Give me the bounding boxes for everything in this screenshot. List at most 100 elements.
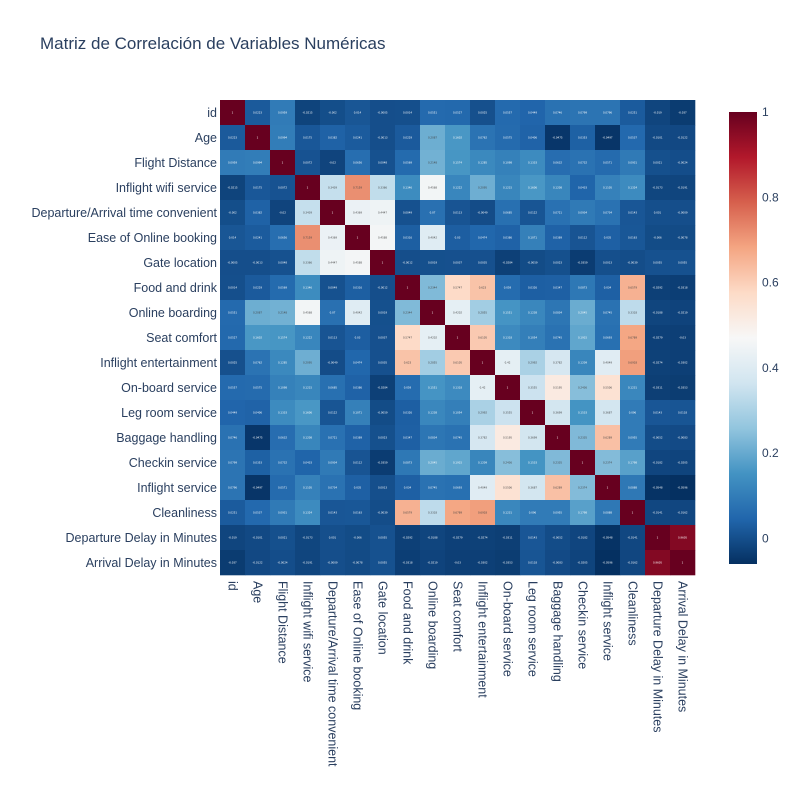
cell-value-label: 0.1105 (303, 486, 312, 490)
cell-value-label: 0.1054 (453, 411, 462, 415)
cell-value-label: -0.0173 (302, 536, 312, 540)
colorbar-gradient (729, 112, 757, 564)
cell-value-label: 0.0072 (278, 186, 287, 190)
colorbar-tick-label: 0.6 (762, 276, 779, 290)
cell-value-label: 0.42 (480, 386, 486, 390)
heatmap-cell (545, 275, 571, 301)
heatmap-cell (395, 525, 421, 551)
heatmap-cell (545, 550, 571, 576)
heatmap-cell (245, 325, 271, 351)
cell-value-label: -0.0188 (427, 536, 437, 540)
heatmap-cell (320, 500, 346, 526)
cell-value-label: 0.0433 (303, 461, 312, 465)
cell-value-label: 0.2436 (578, 386, 587, 390)
cell-value-label: 0.0449 (228, 411, 237, 415)
cell-value-label: 0.0251 (628, 111, 637, 115)
heatmap-cell (320, 175, 346, 201)
heatmap-cell (620, 250, 646, 276)
x-label-cleanliness: Cleanliness (626, 581, 640, 646)
cell-value-label: 0.0175 (303, 136, 312, 140)
cell-value-label: 0.0569 (403, 161, 412, 165)
heatmap-cell (520, 225, 546, 251)
cell-value-label: -0.0279 (452, 536, 462, 540)
heatmap-cell (395, 150, 421, 176)
cell-value-label: 0.0055 (678, 261, 687, 265)
cell-value-label: 0.035 (354, 486, 362, 490)
heatmap-cell (570, 550, 596, 576)
heatmap-cell (670, 225, 696, 251)
cell-value-label: 0.1222 (453, 186, 462, 190)
heatmap-cell (345, 425, 371, 451)
cell-value-label: 0.4202 (428, 336, 437, 340)
cell-value-label: 0.0122 (528, 211, 537, 215)
heatmap-cell (295, 200, 321, 226)
cell-value-label: -0.0039 (627, 261, 637, 265)
heatmap-cell (570, 250, 596, 276)
heatmap-cell (320, 375, 346, 401)
x-label-flight-distance: Flight Distance (276, 581, 290, 664)
cell-value-label: 0.1238 (528, 311, 537, 315)
heatmap-cell (420, 125, 446, 151)
heatmap-cell (245, 300, 271, 326)
heatmap-cell (520, 350, 546, 376)
cell-value-label: 0.0734 (328, 486, 337, 490)
cell-value-label: -0.0162 (677, 511, 687, 515)
cell-value-label: 0.0386 (503, 236, 512, 240)
cell-value-label: 0.0223 (253, 111, 262, 115)
heatmap-cell (670, 100, 696, 126)
heatmap-cell (445, 100, 471, 126)
y-label-checkin-service: Checkin service (129, 456, 217, 470)
cell-value-label: 0.0013 (378, 486, 387, 490)
cell-value-label: 0.096 (629, 411, 637, 415)
heatmap-cell (620, 525, 646, 551)
colorbar-tick-label: 0.2 (762, 446, 779, 460)
heatmap-cell (395, 550, 421, 576)
cell-value-label: 0.623 (404, 361, 412, 365)
cell-value-label: 0.0112 (578, 236, 587, 240)
cell-value-label: -0.0083 (677, 436, 687, 440)
heatmap-cell (470, 200, 496, 226)
heatmap-cell (370, 450, 396, 476)
heatmap-cell (295, 100, 321, 126)
y-label-departure-arrival-time-convenient: Departure/Arrival time convenient (32, 206, 218, 220)
heatmap-cell (220, 325, 246, 351)
cell-value-label: -0.037 (678, 111, 687, 115)
cell-value-label: -0.0083 (552, 561, 562, 565)
cell-value-label: 0.0229 (403, 136, 412, 140)
cell-value-label: 0.2436 (503, 461, 512, 465)
cell-value-label: 0.0241 (353, 136, 362, 140)
heatmap-cell (495, 175, 521, 201)
cell-value-label: 0.0122 (328, 411, 337, 415)
cell-value-label: 0.0143 (653, 411, 662, 415)
cell-value-label: 0.1606 (528, 186, 537, 190)
cell-value-label: -0.0274 (477, 536, 487, 540)
heatmap-cell (620, 150, 646, 176)
heatmap-cell (445, 175, 471, 201)
cell-value-label: 0.0569 (278, 286, 287, 290)
cell-value-label: 0.0994 (278, 136, 287, 140)
heatmap-cell (470, 225, 496, 251)
cell-value-label: 0.2992 (478, 411, 487, 415)
heatmap-cell (245, 250, 271, 276)
cell-value-label: 0.0037 (453, 261, 462, 265)
heatmap-cell (470, 125, 496, 151)
heatmap-cell (620, 300, 646, 326)
heatmap-cell (420, 425, 446, 451)
cell-value-label: -0.0141 (652, 511, 662, 515)
cell-value-label: 0.0386 (353, 386, 362, 390)
heatmap-cell (320, 450, 346, 476)
heatmap-cell (220, 550, 246, 576)
heatmap-cell (245, 400, 271, 426)
heatmap-cell (495, 450, 521, 476)
heatmap-cell (295, 125, 321, 151)
cell-value-label: 0.0118 (678, 411, 687, 415)
heatmap-cell (420, 150, 446, 176)
heatmap-cell (320, 400, 346, 426)
heatmap-cell (545, 350, 571, 376)
heatmap-cell (545, 500, 571, 526)
heatmap-cell (645, 250, 671, 276)
heatmap-cell (420, 175, 446, 201)
heatmap-cell (570, 450, 596, 476)
heatmap-cell (370, 150, 396, 176)
heatmap-cell (670, 150, 696, 176)
